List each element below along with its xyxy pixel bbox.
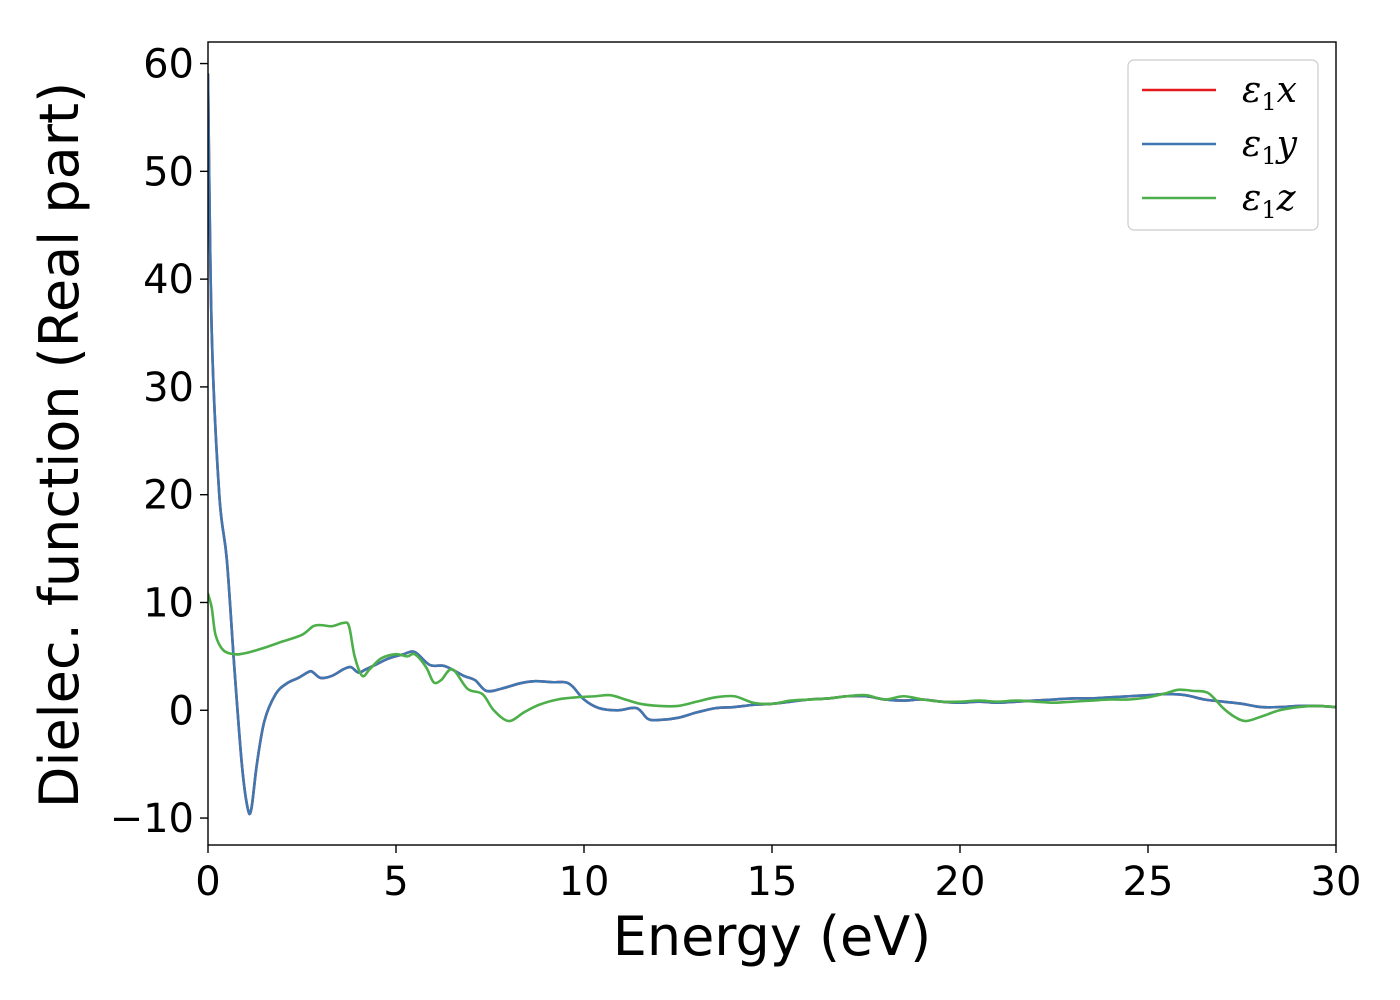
y-tick-label: 50 <box>143 149 194 195</box>
x-tick-label: 0 <box>195 859 220 905</box>
y-tick-label: 30 <box>143 365 194 411</box>
x-tick-label: 25 <box>1123 859 1174 905</box>
x-axis-label: Energy (eV) <box>613 905 932 968</box>
y-axis: −10 0 10 20 30 40 50 60 <box>110 42 208 842</box>
x-tick-label: 15 <box>747 859 798 905</box>
series-line-y <box>208 73 1336 816</box>
y-tick-label: 0 <box>169 688 194 734</box>
y-tick-label: 60 <box>143 42 194 88</box>
x-axis: 0 5 10 15 20 25 30 <box>195 845 1361 905</box>
legend-label-z: ε1z <box>1242 178 1297 224</box>
y-tick-label: 10 <box>143 580 194 626</box>
x-tick-label: 30 <box>1311 859 1362 905</box>
legend-label-y: ε1y <box>1242 124 1298 170</box>
series-line-z <box>208 592 1336 723</box>
y-tick-label: 40 <box>143 257 194 303</box>
x-tick-label: 5 <box>383 859 408 905</box>
legend-label-x: ε1x <box>1242 70 1297 116</box>
legend: ε1x ε1y ε1z <box>1127 59 1319 231</box>
legend-box <box>1127 59 1319 231</box>
y-axis-label: Dielec. function (Real part) <box>28 82 91 808</box>
x-tick-label: 10 <box>559 859 610 905</box>
y-tick-label: 20 <box>143 473 194 519</box>
y-tick-label: −10 <box>110 796 194 842</box>
x-tick-label: 20 <box>935 859 986 905</box>
series-layer <box>208 73 1336 816</box>
